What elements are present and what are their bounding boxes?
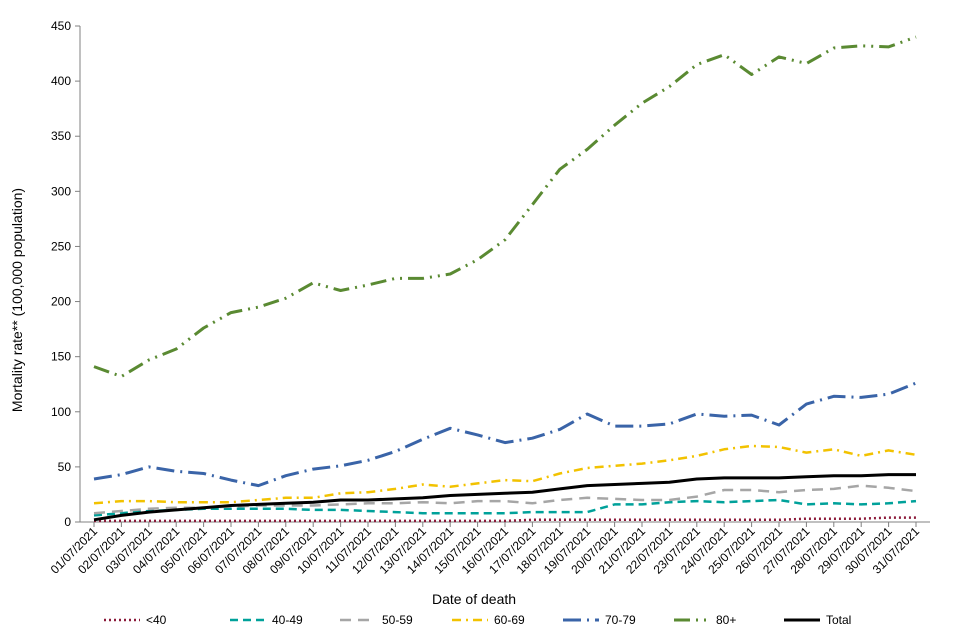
series-line-0	[94, 516, 916, 523]
x-tick-labels: 01/07/202102/07/202103/07/202104/07/2021…	[48, 524, 923, 577]
series-line-5	[93, 35, 917, 378]
y-tick-label: 0	[64, 515, 71, 529]
legend-label-4: 70-79	[605, 613, 636, 627]
legend-label-2: 50-59	[382, 613, 413, 627]
legend-label-3: 60-69	[494, 613, 525, 627]
y-tick-labels: 0 50 100 150 200 250 300 350 400 450	[51, 19, 71, 529]
y-tick-label: 400	[51, 74, 71, 88]
legend-label-6: Total	[826, 613, 851, 627]
legend-label-1: 40-49	[272, 613, 303, 627]
y-tick-label: 450	[51, 19, 71, 33]
legend-label-5: 80+	[716, 613, 736, 627]
x-axis-title: Date of death	[432, 591, 516, 607]
axes	[75, 25, 930, 527]
series-line-1	[93, 498, 917, 517]
series-line-4	[93, 381, 917, 488]
y-tick-label: 250	[51, 239, 71, 253]
legend-label-0: <40	[146, 613, 167, 627]
legend: <40 40-49 50-59 60-69 70-79 80+ Total	[104, 613, 851, 627]
y-axis-title: Mortality rate** (100,000 population)	[9, 188, 25, 412]
y-tick-label: 300	[51, 184, 71, 198]
series-line-6	[93, 473, 916, 522]
y-tick-label: 350	[51, 129, 71, 143]
series-line-2	[93, 484, 917, 515]
y-tick-label: 100	[51, 405, 71, 419]
y-tick-label: 150	[51, 350, 71, 364]
series-lines	[93, 35, 917, 523]
y-tick-label: 200	[51, 295, 71, 309]
y-tick-label: 50	[58, 460, 72, 474]
